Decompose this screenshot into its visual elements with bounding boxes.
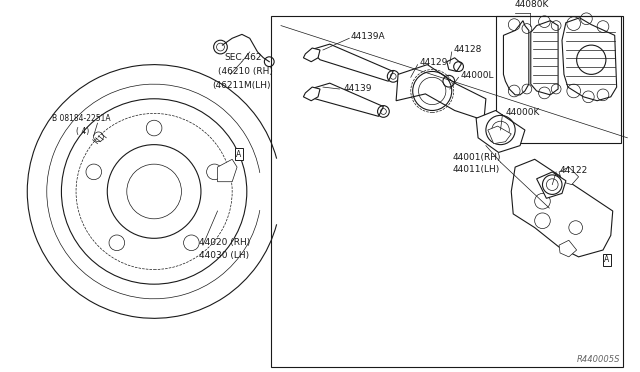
Text: A: A: [236, 150, 242, 159]
Text: 44001(RH): 44001(RH): [452, 153, 501, 162]
Text: B 08184-2251A: B 08184-2251A: [52, 114, 110, 123]
Bar: [271, 16, 623, 367]
Text: A: A: [604, 255, 609, 264]
Polygon shape: [536, 172, 566, 198]
Text: SEC.462: SEC.462: [225, 53, 262, 62]
Text: 44011(LH): 44011(LH): [452, 164, 500, 173]
Polygon shape: [218, 159, 237, 182]
Text: ( 4): ( 4): [76, 128, 90, 137]
Text: 44080K: 44080K: [514, 0, 548, 9]
Polygon shape: [559, 240, 577, 257]
Text: 44128: 44128: [454, 45, 482, 54]
Polygon shape: [396, 65, 486, 120]
Polygon shape: [559, 167, 579, 185]
Polygon shape: [303, 48, 320, 62]
Text: 44122: 44122: [559, 166, 588, 174]
Text: 44020 (RH): 44020 (RH): [199, 238, 250, 247]
Polygon shape: [447, 58, 461, 71]
Polygon shape: [531, 21, 558, 95]
Text: 44030 (LH): 44030 (LH): [199, 251, 249, 260]
Text: 44000L: 44000L: [461, 71, 494, 80]
Text: 44000K: 44000K: [506, 108, 540, 117]
Text: (46210 (RH): (46210 (RH): [218, 67, 273, 76]
Polygon shape: [310, 83, 383, 116]
Text: 44139: 44139: [344, 84, 372, 93]
Text: R440005S: R440005S: [577, 355, 621, 364]
Text: 44139A: 44139A: [350, 32, 385, 41]
Polygon shape: [488, 126, 511, 144]
Polygon shape: [476, 110, 525, 153]
Text: (46211M(LH): (46211M(LH): [212, 81, 271, 90]
Polygon shape: [511, 159, 612, 257]
Polygon shape: [310, 44, 393, 81]
Bar: [495, 16, 621, 143]
Polygon shape: [562, 18, 617, 101]
Polygon shape: [303, 87, 320, 101]
Text: 44129: 44129: [420, 58, 448, 67]
Polygon shape: [504, 21, 529, 95]
